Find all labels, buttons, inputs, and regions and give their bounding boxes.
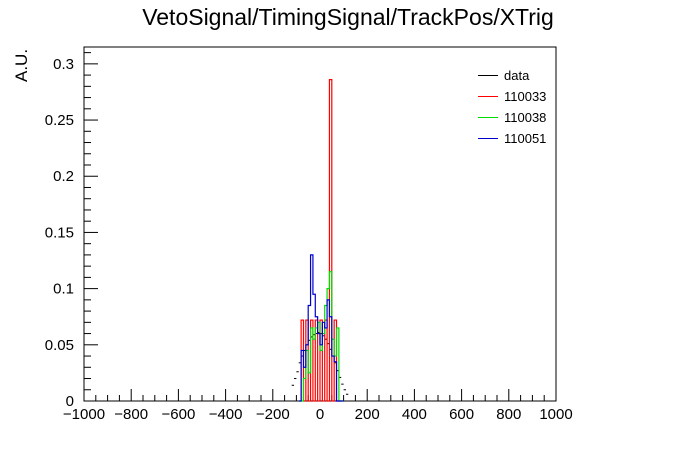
y-tick-label: 0.05: [45, 337, 74, 354]
histogram-110051: [298, 254, 344, 402]
legend-label-110033: 110033: [504, 89, 547, 104]
legend-item-110038: 110038: [477, 108, 577, 129]
legend-item-110051: 110051: [477, 129, 577, 150]
legend-label-110038: 110038: [504, 110, 547, 125]
legend-item-110033: 110033: [477, 87, 577, 108]
legend-swatch-110033: [478, 96, 498, 97]
y-tick-label: 0: [66, 393, 74, 410]
x-tick-label: 600: [449, 406, 474, 423]
y-tick-label: 0.15: [45, 224, 74, 241]
y-tick-label: 0.2: [53, 168, 74, 185]
x-tick-label: 800: [496, 406, 521, 423]
legend-label-110051: 110051: [504, 131, 547, 146]
x-tick-label: 0: [316, 406, 324, 423]
x-tick-label: −800: [114, 406, 148, 423]
x-tick-label: −200: [256, 406, 290, 423]
legend: data 110033 110038 110051: [477, 66, 577, 150]
y-tick-label: 0.3: [53, 56, 74, 73]
y-axis-label-box: A.U.: [8, 48, 36, 88]
histogram-110033: [300, 78, 342, 402]
legend-swatch-110038: [478, 117, 498, 118]
chart-title: VetoSignal/TimingSignal/TrackPos/XTrig: [142, 4, 554, 30]
x-tick-label: 200: [355, 406, 380, 423]
x-tick-label: 1000: [539, 406, 572, 423]
x-tick-label: 400: [402, 406, 427, 423]
y-tick-label: 0.25: [45, 112, 74, 129]
x-tick-label: −1000: [63, 406, 105, 423]
x-tick-label: −400: [209, 406, 243, 423]
legend-swatch-110051: [478, 138, 498, 139]
legend-label-data: data: [504, 68, 530, 83]
legend-item-data: data: [477, 66, 577, 87]
x-tick-label: −600: [162, 406, 196, 423]
legend-swatch-data: [478, 75, 498, 76]
y-axis-label: A.U.: [12, 48, 31, 82]
y-tick-label: 0.1: [53, 281, 74, 298]
